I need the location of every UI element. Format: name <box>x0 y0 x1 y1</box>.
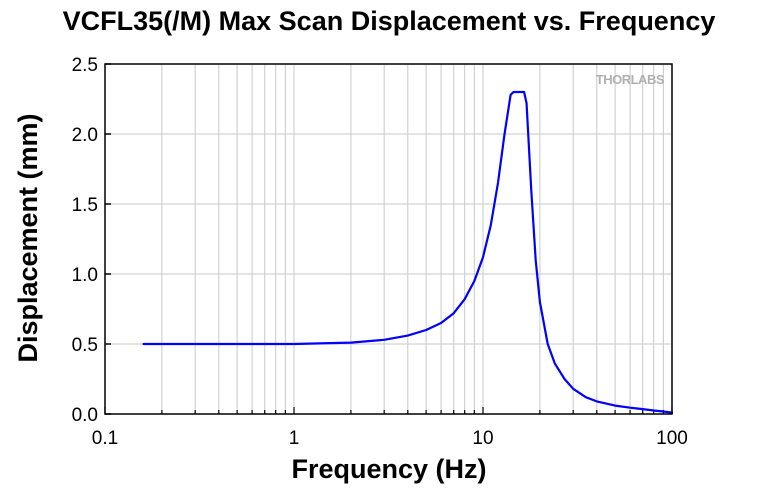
series-line <box>142 90 674 414</box>
x-axis-label: Frequency (Hz) <box>291 454 486 484</box>
y-tick-label: 0.0 <box>72 405 98 426</box>
plot-frame <box>104 63 673 415</box>
y-tick-label: 1.0 <box>72 265 98 286</box>
chart-title: VCFL35(/M) Max Scan Displacement vs. Fre… <box>63 6 716 36</box>
y-tick-label: 2.0 <box>72 125 98 146</box>
series-group <box>142 90 674 414</box>
y-tick-label: 1.5 <box>72 195 98 216</box>
watermark-logo: THORLABS <box>596 72 665 87</box>
y-tick-label: 2.5 <box>72 55 98 76</box>
grid <box>105 64 672 414</box>
x-tick-label: 1 <box>289 428 300 449</box>
x-tick-label: 100 <box>656 428 688 449</box>
x-tick-label: 0.1 <box>92 428 118 449</box>
y-axis-label: Displacement (mm) <box>13 113 43 362</box>
x-tick-label: 10 <box>472 428 493 449</box>
y-tick-label: 0.5 <box>72 335 98 356</box>
y-axis: 0.0 0.5 1.0 1.5 2.0 2.5 <box>72 55 111 426</box>
